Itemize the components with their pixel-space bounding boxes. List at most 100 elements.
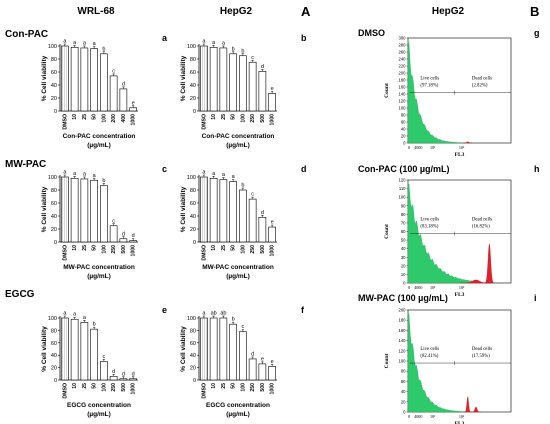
- bar: [100, 53, 108, 112]
- y-tick-label: 80: [401, 212, 406, 217]
- y-tick-label: 100: [399, 106, 407, 111]
- bar: [200, 176, 208, 243]
- y-tick-label: 200: [399, 71, 407, 76]
- bar: [61, 176, 69, 243]
- bar: [129, 107, 137, 112]
- x-axis-unit: (µg/mL): [226, 411, 250, 418]
- y-tick-label: 140: [399, 338, 407, 343]
- category-label: DMSO: [201, 114, 207, 130]
- y-tick-label: 260: [399, 50, 407, 55]
- y-tick-label: 160: [399, 328, 407, 333]
- y-tick-label: 40: [401, 246, 406, 251]
- y-tick-label: 100: [187, 44, 196, 50]
- bar: [258, 217, 267, 243]
- x-axis-unit: (µg/mL): [226, 142, 250, 149]
- bar: [129, 378, 137, 381]
- y-tick-label: 180: [399, 78, 407, 83]
- row-label-conpac: Con-PAC: [5, 29, 48, 40]
- category-label: 100: [101, 383, 107, 392]
- column-header-hepg2: HepG2: [220, 6, 253, 17]
- bar: [119, 378, 128, 381]
- bar: [268, 226, 276, 243]
- significance-letter: d: [132, 233, 135, 239]
- dead-cell-peak: [460, 279, 492, 284]
- x-tick-label: 10¹: [430, 145, 436, 150]
- x-axis-unit: (µg/mL): [87, 411, 111, 418]
- y-tick-label: 100: [399, 195, 407, 200]
- x-tick-label: 10²: [459, 285, 465, 290]
- significance-letter: c: [242, 324, 245, 330]
- y-tick-label: 120: [399, 178, 407, 183]
- bar: [248, 358, 257, 381]
- x-tick-label: 10²: [459, 414, 465, 419]
- histogram-title: Con-PAC (100 µg/mL): [358, 164, 450, 174]
- category-label: 50: [92, 245, 98, 251]
- significance-letter: c: [251, 192, 254, 198]
- x-axis-label: Con-PAC concentration: [63, 133, 136, 140]
- panel-letter-a: a: [162, 33, 168, 43]
- flow-histogram-g: DMSO g 0 20 40 60 80 100 120 140 160 180 200 220 240 26…: [358, 28, 540, 158]
- bar: [129, 240, 137, 243]
- y-tick-label: 60: [51, 70, 57, 76]
- y-tick-label: 60: [190, 70, 196, 76]
- category-label: 250: [250, 114, 256, 123]
- significance-letter: a: [63, 311, 67, 317]
- x-tick-label: 10¹: [430, 414, 436, 419]
- y-axis-label: Count: [384, 83, 390, 98]
- dead-gate-label: Dead cells: [472, 347, 492, 352]
- significance-letter: a: [202, 170, 206, 176]
- panel-letter-B: B: [530, 4, 539, 19]
- y-tick-label: 100: [187, 175, 196, 181]
- category-label: 1000: [270, 245, 276, 257]
- y-tick-label: 160: [399, 85, 407, 90]
- bar: [219, 179, 228, 243]
- bar: [109, 375, 118, 381]
- significance-letter: ab: [211, 311, 217, 317]
- dead-gate-percent: (2.82%): [472, 84, 488, 89]
- live-gate-percent: (83.18%): [420, 225, 438, 230]
- y-tick-label: 80: [190, 188, 196, 194]
- live-gate-label: Live cells: [420, 77, 439, 82]
- y-tick-label: 60: [51, 341, 57, 347]
- y-tick-label: 20: [401, 134, 406, 139]
- y-tick-label: 40: [51, 214, 57, 220]
- y-tick-label: 20: [51, 96, 57, 102]
- x-axis-unit: (µg/mL): [87, 142, 111, 149]
- y-tick-label: 40: [401, 389, 406, 394]
- y-tick-label: 300: [399, 36, 407, 41]
- category-label: 25: [82, 245, 88, 251]
- y-tick-label: 20: [190, 96, 196, 102]
- y-tick-label: 110: [399, 186, 406, 191]
- live-cell-peak: [407, 311, 473, 413]
- category-label: 10: [211, 114, 217, 120]
- bar: [219, 317, 228, 381]
- bar: [61, 317, 69, 381]
- category-label: 10: [211, 383, 217, 389]
- significance-letter: b: [232, 46, 235, 52]
- y-tick-label: 60: [401, 229, 406, 234]
- live-gate-percent: (82.41%): [420, 354, 438, 359]
- y-axis-label: % Cell viability: [180, 326, 187, 372]
- bar: [70, 178, 79, 243]
- bar: [61, 45, 69, 112]
- dead-gate-percent: (16.82%): [472, 225, 490, 230]
- y-axis-label: % Cell viability: [41, 55, 48, 101]
- y-tick-label: 70: [401, 220, 406, 225]
- live-gate-label: Live cells: [420, 218, 439, 223]
- category-label: 400: [121, 114, 127, 123]
- y-tick-label: 0: [403, 141, 406, 146]
- significance-letter: b: [241, 183, 244, 189]
- category-label: 1000: [270, 114, 276, 126]
- bar: [209, 46, 218, 112]
- category-label: DMSO: [201, 245, 207, 261]
- y-tick-label: 80: [190, 57, 196, 63]
- bar: [239, 55, 247, 112]
- bar: [90, 328, 98, 381]
- y-tick-label: 80: [401, 113, 406, 118]
- significance-letter: c: [112, 218, 115, 224]
- y-tick-label: 60: [401, 379, 406, 384]
